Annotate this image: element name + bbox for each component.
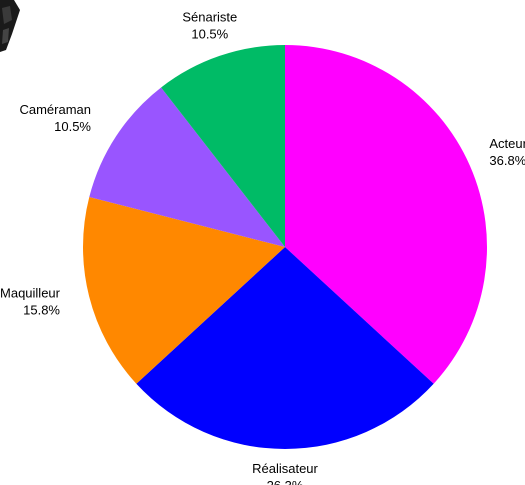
film-camera-icon bbox=[0, 0, 20, 52]
pie-slice-1 bbox=[285, 45, 487, 384]
slice-percent-label: 10.5% bbox=[54, 119, 91, 134]
pie-slice-2 bbox=[136, 247, 434, 449]
pie-labels: Acteur 36.8% Réalisateur 26.3% Maquilleur 15.… bbox=[0, 10, 525, 485]
slice-name-label: Sénariste bbox=[182, 10, 237, 25]
slice-percent-label: 26.3% bbox=[267, 478, 304, 485]
slice-percent-label: 10.5% bbox=[191, 27, 228, 42]
slice-percent-label: 15.8% bbox=[23, 303, 60, 318]
slice-name-label: Caméraman bbox=[19, 102, 91, 117]
pie-slice-5 bbox=[161, 45, 285, 247]
slice-name-label: Réalisateur bbox=[252, 461, 318, 476]
pie-slice-3 bbox=[83, 197, 285, 384]
slice-percent-label: 36.8% bbox=[489, 153, 525, 168]
slice-name-label: Maquilleur bbox=[0, 286, 61, 301]
slice-name-label: Acteur bbox=[489, 136, 525, 151]
pie-slices bbox=[83, 45, 487, 449]
pie-slice-4 bbox=[89, 87, 285, 247]
